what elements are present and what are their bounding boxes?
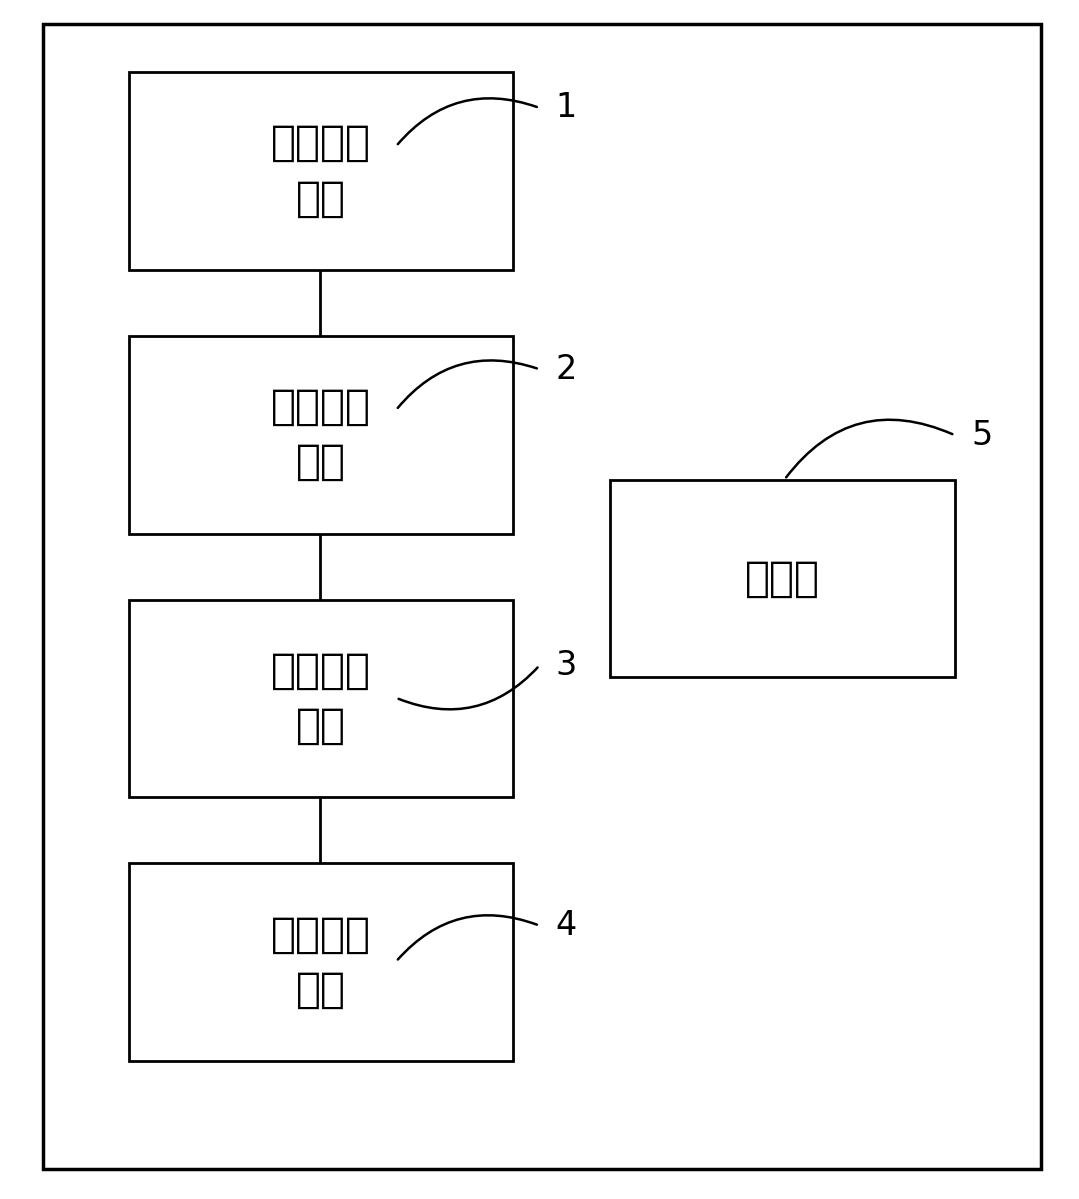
Text: 4: 4 bbox=[556, 909, 577, 942]
Text: 服务器: 服务器 bbox=[745, 558, 820, 600]
Bar bbox=[610, 480, 955, 677]
Text: 细胞冻存
单元: 细胞冻存 单元 bbox=[271, 914, 371, 1011]
Text: 细胞准备
单元: 细胞准备 单元 bbox=[271, 122, 371, 219]
Text: 2: 2 bbox=[556, 353, 577, 386]
Text: 细胞制备
单元: 细胞制备 单元 bbox=[271, 386, 371, 483]
Bar bbox=[129, 72, 513, 270]
Text: 1: 1 bbox=[556, 91, 577, 125]
Text: 质量检测
单元: 质量检测 单元 bbox=[271, 650, 371, 747]
Bar bbox=[129, 600, 513, 797]
Text: 5: 5 bbox=[971, 418, 993, 452]
Bar bbox=[129, 863, 513, 1061]
Bar bbox=[129, 336, 513, 534]
Text: 3: 3 bbox=[556, 649, 577, 682]
